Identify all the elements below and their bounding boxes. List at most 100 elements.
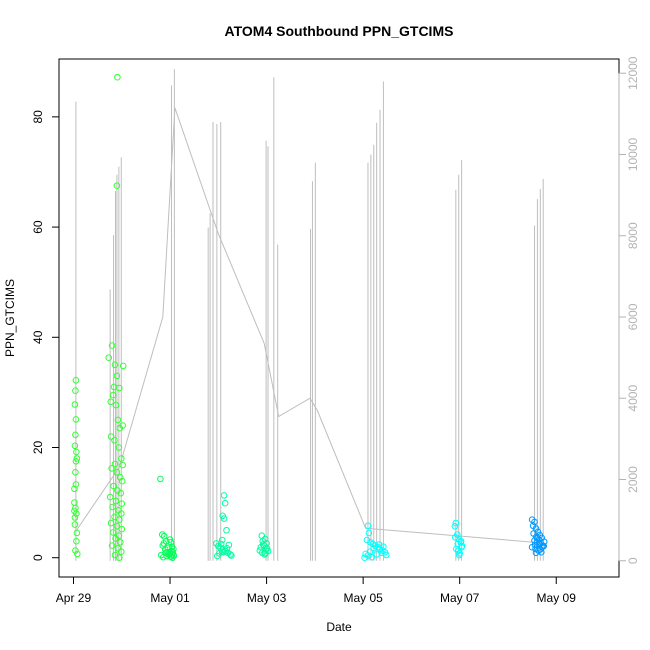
data-point — [365, 529, 373, 537]
data-point — [540, 538, 548, 546]
data-point — [109, 529, 117, 536]
point-series-3 — [361, 519, 466, 562]
x-tick-label: May 01 — [150, 591, 190, 605]
chart-title: ATOM4 Southbound PPN_GTCIMS — [225, 23, 454, 39]
data-point — [106, 493, 114, 501]
data-point — [368, 553, 376, 561]
data-point — [457, 537, 465, 545]
data-point — [223, 545, 231, 552]
secondary-series-layer — [75, 69, 544, 561]
y2-tick-label: 8000 — [626, 222, 640, 249]
data-point — [118, 500, 126, 508]
data-point — [119, 362, 127, 370]
data-point — [112, 401, 120, 409]
data-point — [72, 416, 80, 423]
data-point — [71, 442, 79, 450]
data-point — [115, 444, 123, 451]
data-point — [157, 475, 164, 483]
data-point — [113, 182, 121, 189]
data-point — [166, 536, 174, 543]
data-point — [107, 398, 114, 406]
y2-tick-label: 2000 — [626, 466, 640, 493]
x-axis-label: Date — [326, 620, 352, 634]
data-point — [107, 433, 115, 440]
data-point — [535, 536, 543, 543]
x-tick-label: Apr 29 — [56, 591, 92, 605]
data-point — [228, 552, 235, 559]
data-point — [118, 455, 125, 462]
point-series-0 — [71, 73, 127, 562]
data-point — [112, 535, 119, 542]
data-point — [105, 354, 112, 362]
data-point — [217, 540, 225, 548]
point-series-2 — [213, 492, 272, 560]
data-point — [72, 377, 80, 384]
data-point — [108, 342, 116, 349]
point-series-1 — [157, 475, 178, 562]
data-point — [259, 541, 267, 548]
data-point — [117, 489, 125, 497]
data-point — [118, 548, 125, 556]
data-point — [73, 537, 80, 545]
data-point — [114, 545, 122, 552]
data-point — [167, 553, 175, 560]
y2-tick-label: 6000 — [626, 303, 640, 330]
y2-tick-label: 12000 — [626, 56, 640, 90]
data-point — [162, 549, 169, 557]
data-point — [73, 455, 81, 462]
data-point — [73, 448, 80, 456]
data-point — [262, 550, 269, 557]
y-tick-label: 60 — [31, 220, 45, 234]
data-point — [118, 477, 126, 485]
data-point — [71, 401, 79, 408]
x-tick-label: May 05 — [343, 591, 383, 605]
data-point — [218, 536, 226, 544]
data-point — [455, 551, 463, 559]
data-point — [167, 539, 175, 546]
data-point — [227, 551, 234, 558]
data-point — [256, 547, 264, 554]
data-point — [117, 539, 124, 546]
points-layer — [71, 73, 548, 562]
data-point — [71, 499, 78, 506]
data-point — [223, 526, 230, 534]
y2-tick-label: 10000 — [626, 137, 640, 171]
data-point — [531, 518, 538, 526]
data-point — [221, 499, 229, 507]
data-point — [531, 541, 539, 549]
data-point — [111, 460, 119, 468]
data-point — [366, 548, 374, 556]
data-point — [117, 474, 124, 481]
data-point — [114, 73, 121, 81]
data-point — [225, 541, 233, 549]
x-tick-label: May 03 — [247, 591, 287, 605]
data-point — [113, 469, 121, 476]
data-point — [112, 497, 120, 505]
data-point — [116, 554, 123, 562]
y-tick-label: 80 — [31, 110, 45, 124]
data-point — [72, 431, 79, 439]
data-point — [540, 542, 548, 550]
data-point — [534, 535, 541, 542]
data-point — [361, 554, 368, 562]
x-tick-label: May 07 — [440, 591, 480, 605]
data-point — [72, 481, 80, 488]
data-point — [114, 416, 122, 424]
data-point — [108, 465, 115, 472]
data-point — [258, 532, 266, 540]
data-point — [364, 522, 372, 530]
data-point — [159, 531, 166, 538]
x-tick-label: May 09 — [537, 591, 577, 605]
data-point — [160, 540, 168, 547]
point-series-4 — [528, 516, 548, 557]
data-point — [109, 391, 117, 399]
data-point — [113, 523, 121, 530]
data-point — [118, 510, 125, 517]
data-point — [109, 503, 116, 511]
data-point — [370, 545, 378, 552]
data-point — [73, 510, 80, 517]
data-point — [220, 515, 228, 522]
data-point — [108, 542, 116, 549]
data-point — [111, 437, 118, 444]
